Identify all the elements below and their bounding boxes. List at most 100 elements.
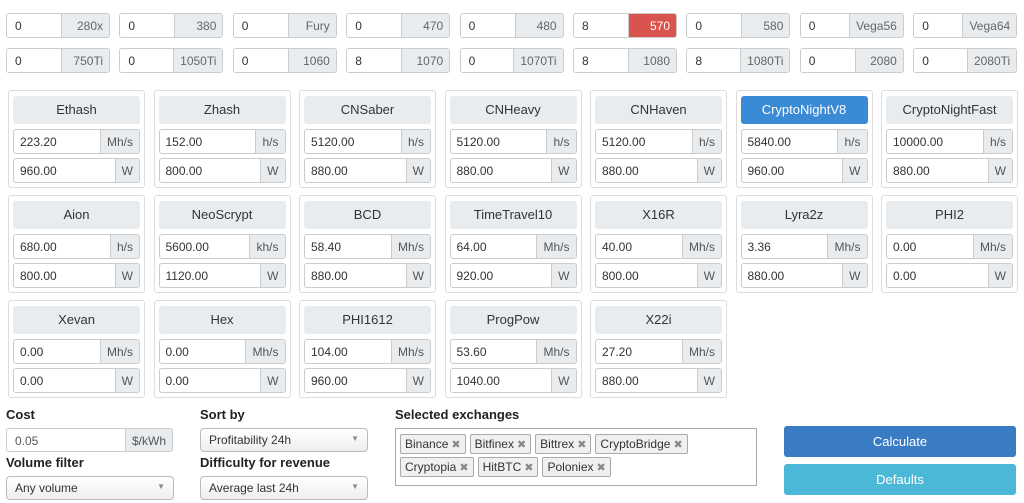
hashrate-input[interactable]: 0.00 xyxy=(165,345,189,359)
algo-toggle-button[interactable]: CNHaven xyxy=(595,96,722,124)
gpu-count-580: 0 580 xyxy=(686,13,791,38)
hashrate-input[interactable]: 0.00 xyxy=(893,240,917,254)
defaults-button[interactable]: Defaults xyxy=(784,464,1016,495)
power-input[interactable]: 880.00 xyxy=(602,164,639,178)
exchanges-label: Selected exchanges xyxy=(395,407,520,422)
algo-toggle-button[interactable]: Lyra2z xyxy=(740,201,868,229)
hashrate-input[interactable]: 27.20 xyxy=(602,345,633,359)
power-input[interactable]: 880.00 xyxy=(893,164,930,178)
algo-toggle-button[interactable]: Ethash xyxy=(13,96,140,124)
algo-toggle-button[interactable]: PHI2 xyxy=(886,201,1013,229)
power-input[interactable]: 1120.00 xyxy=(165,269,209,283)
power-unit: W xyxy=(551,369,576,392)
hashrate-input[interactable]: 680.00 xyxy=(20,240,57,254)
power-input[interactable]: 880.00 xyxy=(747,269,785,283)
power-input[interactable]: 880.00 xyxy=(456,164,494,178)
remove-icon[interactable]: ✖ xyxy=(459,462,469,474)
remove-icon[interactable]: ✖ xyxy=(451,439,461,451)
algo-card-bcd: BCD 58.40 Mh/s 880.00 W xyxy=(299,195,436,293)
hashrate-input[interactable]: 5840.00 xyxy=(747,135,791,149)
gpu-count-1080: 8 1080 xyxy=(573,48,677,73)
hashrate-unit: Mh/s xyxy=(972,235,1012,258)
hashrate-input[interactable]: 53.60 xyxy=(456,345,487,359)
gpu-count-input[interactable]: 0 xyxy=(233,49,288,72)
gpu-count-1050Ti: 0 1050Ti xyxy=(119,48,224,73)
remove-icon[interactable]: ✖ xyxy=(577,439,587,451)
power-input[interactable]: 0.00 xyxy=(893,269,917,283)
hashrate-input[interactable]: 5120.00 xyxy=(456,135,500,149)
hashrate-input[interactable]: 40.00 xyxy=(602,240,633,254)
hashrate-input[interactable]: 58.40 xyxy=(311,240,342,254)
algo-toggle-button[interactable]: CryptoNightV8 xyxy=(740,96,868,124)
gpu-model-label: 1070 xyxy=(401,49,450,72)
gpu-count-input[interactable]: 0 xyxy=(120,49,174,72)
hashrate-input[interactable]: 3.36 xyxy=(747,240,771,254)
volume-filter-select[interactable]: Any volume ▼ xyxy=(6,476,174,500)
hashrate-input[interactable]: 10000.00 xyxy=(893,135,944,149)
gpu-count-input[interactable]: 0 xyxy=(460,14,515,37)
algo-toggle-button[interactable]: BCD xyxy=(304,201,431,229)
hashrate-input[interactable]: 64.00 xyxy=(456,240,487,254)
power-input[interactable]: 880.00 xyxy=(602,374,639,388)
power-unit: W xyxy=(114,159,139,182)
power-input[interactable]: 960.00 xyxy=(747,164,785,178)
power-input[interactable]: 880.00 xyxy=(311,269,348,283)
algo-toggle-button[interactable]: PHI1612 xyxy=(304,306,431,334)
algo-toggle-button[interactable]: Xevan xyxy=(13,306,140,334)
algo-toggle-button[interactable]: Hex xyxy=(158,306,286,334)
algo-toggle-button[interactable]: Aion xyxy=(13,201,140,229)
difficulty-select[interactable]: Average last 24h ▼ xyxy=(200,476,368,500)
power-input[interactable]: 880.00 xyxy=(311,164,348,178)
power-input[interactable]: 1040.00 xyxy=(456,374,500,388)
power-input[interactable]: 960.00 xyxy=(20,164,57,178)
power-input[interactable]: 800.00 xyxy=(602,269,639,283)
gpu-count-input[interactable]: 0 xyxy=(120,14,175,37)
hashrate-input[interactable]: 5600.00 xyxy=(165,240,209,254)
gpu-count-input[interactable]: 8 xyxy=(687,49,741,72)
hashrate-input[interactable]: 152.00 xyxy=(165,135,203,149)
algo-toggle-button[interactable]: ProgPow xyxy=(449,306,577,334)
gpu-count-input[interactable]: 8 xyxy=(574,49,628,72)
gpu-count-input[interactable]: 0 xyxy=(914,49,967,72)
hashrate-input[interactable]: 104.00 xyxy=(311,345,348,359)
gpu-count-input[interactable]: 0 xyxy=(800,49,855,72)
hashrate-input[interactable]: 223.20 xyxy=(20,135,57,149)
power-input[interactable]: 800.00 xyxy=(165,164,203,178)
sort-by-select[interactable]: Profitability 24h ▼ xyxy=(200,428,368,452)
gpu-count-input[interactable]: 0 xyxy=(914,14,963,37)
gpu-count-input[interactable]: 0 xyxy=(460,49,514,72)
gpu-count-input[interactable]: 8 xyxy=(347,49,402,72)
algo-toggle-button[interactable]: Zhash xyxy=(158,96,286,124)
calculate-button[interactable]: Calculate xyxy=(784,426,1016,457)
gpu-count-input[interactable]: 0 xyxy=(800,14,850,37)
gpu-count-input[interactable]: 0 xyxy=(7,49,61,72)
remove-icon[interactable]: ✖ xyxy=(673,439,683,451)
remove-icon[interactable]: ✖ xyxy=(524,462,534,474)
power-unit: W xyxy=(405,369,430,392)
algo-toggle-button[interactable]: NeoScrypt xyxy=(158,201,286,229)
algo-toggle-button[interactable]: CNHeavy xyxy=(449,96,577,124)
power-input[interactable]: 960.00 xyxy=(311,374,348,388)
cost-input[interactable]: 0.05 xyxy=(15,434,39,448)
hashrate-input[interactable]: 0.00 xyxy=(20,345,44,359)
algo-toggle-button[interactable]: X16R xyxy=(595,201,722,229)
algo-toggle-button[interactable]: X22i xyxy=(595,306,722,334)
gpu-model-label: Vega64 xyxy=(962,14,1017,37)
gpu-count-input[interactable]: 0 xyxy=(687,14,742,37)
power-input[interactable]: 920.00 xyxy=(456,269,494,283)
gpu-count-input[interactable]: 0 xyxy=(347,14,402,37)
gpu-count-input[interactable]: 8 xyxy=(574,14,628,37)
gpu-count-input[interactable]: 0 xyxy=(7,14,61,37)
algo-toggle-button[interactable]: CNSaber xyxy=(304,96,431,124)
exchanges-multiselect[interactable]: Binance ✖ Bitfinex ✖ Bittrex ✖ CryptoBridge ✖ Cr… xyxy=(395,428,757,486)
power-input[interactable]: 0.00 xyxy=(20,374,44,388)
algo-toggle-button[interactable]: TimeTravel10 xyxy=(449,201,577,229)
power-input[interactable]: 800.00 xyxy=(20,269,57,283)
gpu-count-input[interactable]: 0 xyxy=(233,14,288,37)
hashrate-input[interactable]: 5120.00 xyxy=(311,135,355,149)
hashrate-input[interactable]: 5120.00 xyxy=(602,135,646,149)
algo-toggle-button[interactable]: CryptoNightFast xyxy=(886,96,1013,124)
power-input[interactable]: 0.00 xyxy=(165,374,189,388)
remove-icon[interactable]: ✖ xyxy=(596,462,606,474)
remove-icon[interactable]: ✖ xyxy=(516,439,527,451)
